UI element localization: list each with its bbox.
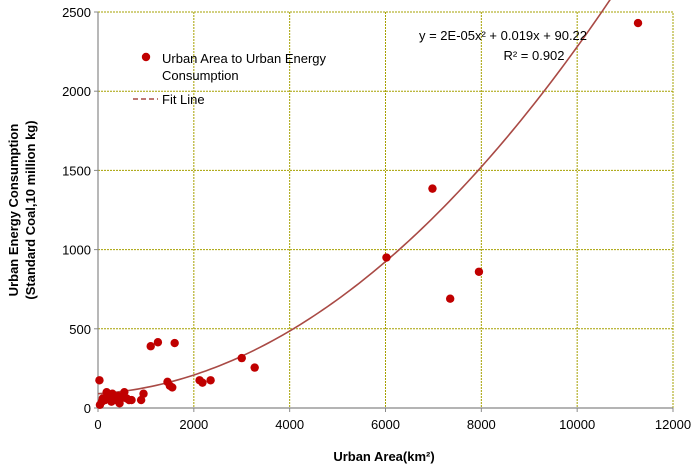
fit-equation: y = 2E-05x² + 0.019x + 90.22 bbox=[419, 28, 587, 43]
legend-label-fit: Fit Line bbox=[162, 92, 205, 107]
x-axis-title: Urban Area(km²) bbox=[333, 449, 434, 464]
data-point bbox=[168, 383, 177, 392]
legend-label-points-line2: Consumption bbox=[162, 68, 239, 83]
data-point bbox=[146, 342, 155, 351]
x-tick-label: 6000 bbox=[371, 417, 400, 432]
data-point bbox=[237, 353, 246, 363]
data-point bbox=[170, 338, 179, 348]
y-axis-title-line2: (Standard Coal,10 million kg) bbox=[23, 120, 38, 299]
data-point bbox=[250, 363, 259, 372]
x-tick-label: 4000 bbox=[275, 417, 304, 432]
r-squared: R² = 0.902 bbox=[503, 48, 564, 63]
y-tick-label: 0 bbox=[84, 401, 91, 416]
y-tick-label: 2500 bbox=[62, 5, 91, 20]
y-tick-label: 1500 bbox=[62, 163, 91, 178]
data-point bbox=[153, 338, 163, 347]
x-tick-label: 12000 bbox=[655, 417, 691, 432]
data-point bbox=[474, 267, 484, 276]
x-tick-label: 0 bbox=[94, 417, 101, 432]
x-tick-label: 10000 bbox=[559, 417, 595, 432]
legend: Urban Area to Urban Energy Consumption F… bbox=[133, 51, 327, 107]
data-point bbox=[95, 376, 104, 385]
data-point bbox=[445, 294, 455, 303]
data-point bbox=[136, 395, 146, 405]
legend-label-points-line1: Urban Area to Urban Energy bbox=[162, 51, 327, 66]
y-tick-label: 500 bbox=[69, 322, 91, 337]
data-points bbox=[95, 18, 643, 410]
data-point bbox=[206, 376, 215, 385]
x-tick-label: 8000 bbox=[467, 417, 496, 432]
y-tick-label: 2000 bbox=[62, 84, 91, 99]
data-point bbox=[198, 378, 207, 387]
tick-labels: 0 2000 4000 6000 8000 10000 12000 0 500 1000 1500 2… bbox=[62, 5, 691, 432]
y-axis-title-line1: Urban Energy Consumption bbox=[6, 124, 21, 297]
data-point bbox=[120, 387, 129, 397]
legend-marker-points bbox=[141, 52, 151, 62]
data-point bbox=[382, 253, 391, 262]
x-tick-label: 2000 bbox=[179, 417, 208, 432]
data-point bbox=[116, 394, 126, 403]
data-point bbox=[633, 18, 643, 28]
data-point bbox=[127, 395, 136, 405]
fit-line bbox=[97, 0, 611, 395]
data-point bbox=[428, 184, 437, 193]
y-tick-label: 1000 bbox=[62, 243, 91, 258]
data-point bbox=[139, 389, 148, 398]
